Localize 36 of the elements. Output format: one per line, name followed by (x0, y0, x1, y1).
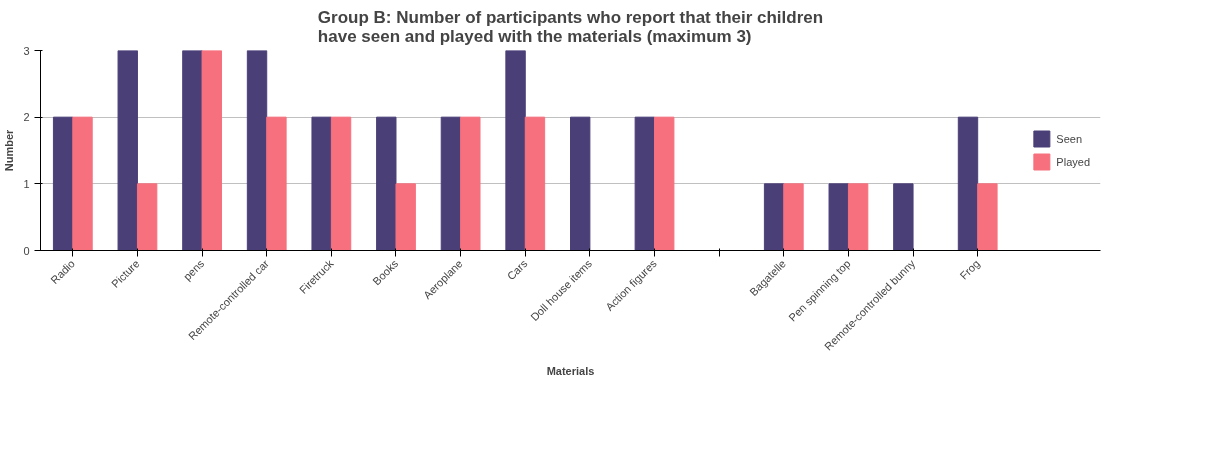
bar (311, 116, 332, 251)
chart-title: Group B: Number of participants who report that their children have seen and played with the materials (maximum 3) (317, 7, 824, 46)
y-tick-label: 2 (23, 111, 30, 124)
bar (376, 116, 397, 251)
y-axis-title: Number (3, 129, 16, 172)
bar (395, 183, 416, 251)
legend-label: Played (1056, 155, 1090, 168)
y-tick-label: 1 (23, 177, 30, 190)
bar (201, 50, 222, 251)
bar (182, 50, 203, 251)
bar (266, 116, 287, 251)
bar (783, 183, 804, 251)
bar (977, 183, 998, 251)
bar (440, 116, 462, 251)
bar (117, 50, 138, 251)
bar (570, 116, 591, 251)
bar (52, 116, 74, 251)
legend-label: Seen (1056, 132, 1083, 145)
bar (847, 183, 869, 251)
bar (72, 116, 93, 251)
x-axis-title: Materials (546, 364, 595, 377)
bar (330, 116, 352, 251)
y-tick-label: 0 (23, 244, 30, 257)
x-tick-label: Cars (504, 256, 530, 283)
bar (460, 116, 481, 251)
bar (957, 116, 979, 251)
bar (893, 183, 914, 251)
bar (524, 116, 546, 251)
bar (763, 183, 785, 251)
bar (505, 50, 526, 251)
bar (136, 183, 158, 251)
bar (654, 116, 675, 251)
bar (634, 116, 656, 251)
bar (246, 50, 268, 251)
bar (828, 183, 849, 251)
y-tick-label: 3 (23, 44, 30, 57)
